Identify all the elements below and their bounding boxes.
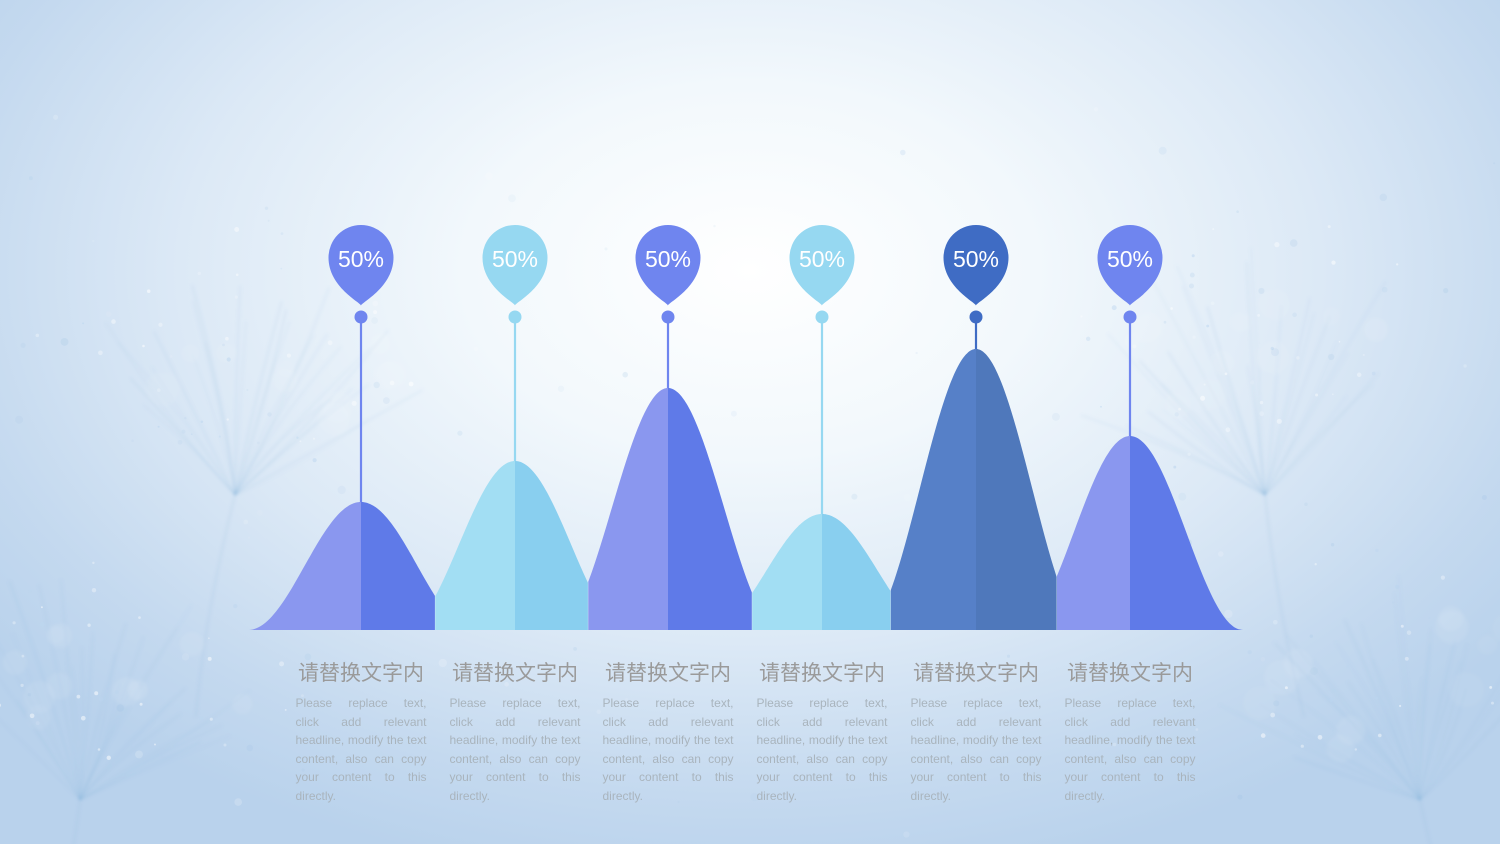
svg-text:50%: 50%	[492, 246, 538, 272]
svg-text:50%: 50%	[645, 246, 691, 272]
svg-text:50%: 50%	[1107, 246, 1153, 272]
svg-text:50%: 50%	[953, 246, 999, 272]
svg-text:50%: 50%	[799, 246, 845, 272]
svg-text:50%: 50%	[338, 246, 384, 272]
